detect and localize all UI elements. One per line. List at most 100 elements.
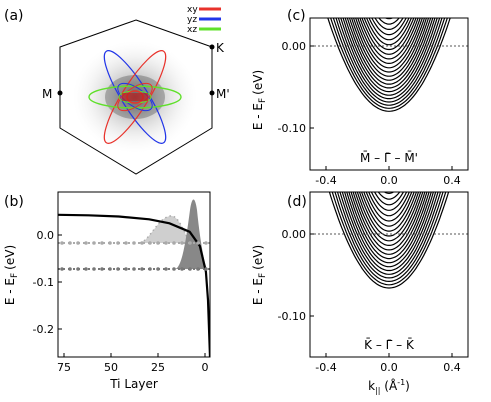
d-xtick-label-2: 0.4 — [443, 361, 461, 374]
subband-line — [332, 18, 446, 106]
subband-line — [378, 18, 400, 25]
subband-line — [342, 18, 436, 93]
panel-b-frame — [57, 191, 211, 358]
subband-line — [374, 18, 404, 31]
subband-line — [356, 192, 422, 242]
density-marker — [108, 241, 112, 245]
subband-line — [310, 0, 468, 13]
density-marker — [204, 241, 208, 245]
legend-xy-label: xy — [187, 5, 198, 15]
density-marker — [84, 267, 88, 271]
subband-line — [358, 192, 420, 237]
panel-c: (c) 0.00 -0.10 -0.4 0.0 0.4 M̄ – Γ̄ – M̄… — [251, 0, 469, 187]
subband-line — [339, 192, 439, 275]
panel-c-bands — [310, 0, 468, 112]
c-xtick-label-1: 0.0 — [380, 174, 398, 187]
density-marker — [68, 241, 72, 245]
d-xtick-label-1: 0.0 — [380, 361, 398, 374]
density-marker — [180, 267, 184, 271]
density-marker — [92, 241, 96, 245]
subband-line — [350, 18, 428, 77]
c-ytick-label-0: 0.00 — [282, 40, 307, 53]
density-marker — [108, 267, 112, 271]
subband-line — [343, 192, 435, 268]
subband-line — [348, 18, 430, 81]
subband-line — [346, 192, 432, 264]
density-marker — [124, 241, 128, 245]
d-ytick-label-0: 0.00 — [282, 228, 307, 241]
density-marker — [180, 241, 184, 245]
density-marker — [140, 267, 144, 271]
m-point-label: M — [42, 87, 52, 101]
subband-line — [361, 18, 417, 55]
c-path-label: M̄ – Γ̄ – M̄' — [360, 151, 418, 165]
density-marker — [60, 241, 64, 245]
center-density — [122, 93, 148, 101]
subband-line — [346, 18, 432, 85]
subband-line — [384, 18, 394, 20]
density-marker — [188, 241, 192, 245]
b-xtick-label-3: 0 — [202, 361, 209, 374]
density-marker — [156, 241, 160, 245]
subband-line — [337, 18, 441, 100]
subband-line — [383, 192, 395, 195]
xz-density-line — [139, 215, 191, 244]
subband-line — [354, 192, 424, 247]
b-ytick-label-2: -0.2 — [33, 323, 54, 336]
subband-line — [350, 192, 428, 255]
density-marker — [124, 267, 128, 271]
c-xtick-label-0: -0.4 — [315, 174, 336, 187]
k-point-label: K — [216, 41, 225, 55]
panel-b-label: (b) — [4, 194, 24, 210]
density-marker — [60, 267, 64, 271]
density-marker — [204, 267, 208, 271]
potential-curve — [58, 213, 210, 357]
subband-line — [330, 18, 448, 109]
b-xtick-label-1: 50 — [104, 361, 118, 374]
panel-b: (b) 0.0 -0.1 -0.2 75 50 25 0 Ti Layer E … — [3, 191, 211, 391]
density-marker — [148, 241, 152, 245]
subband-line — [310, 0, 468, 2]
subband-line — [328, 192, 450, 289]
yz-contour-inner — [117, 82, 153, 112]
density-marker — [164, 241, 168, 245]
subband-line — [310, 0, 468, 7]
b-ylabel: E - EF(eV) — [3, 245, 20, 305]
panel-a-label: (a) — [4, 8, 24, 24]
density-marker — [196, 267, 200, 271]
subband-line — [344, 18, 434, 89]
panel-c-frame — [309, 17, 469, 171]
b-xtick-label-0: 75 — [57, 361, 71, 374]
b-xtick-label-2: 25 — [151, 361, 165, 374]
xy-contour-outer — [103, 50, 167, 144]
subband-line — [336, 192, 442, 279]
subband-line — [377, 192, 401, 200]
b-xlabel: Ti Layer — [109, 377, 158, 391]
subband-line — [363, 18, 415, 51]
density-marker — [172, 267, 176, 271]
subband-line — [361, 192, 417, 232]
subband-line — [327, 18, 451, 112]
density-marker — [132, 267, 136, 271]
m-prime-point-label: M' — [216, 87, 230, 101]
subband-line — [341, 192, 437, 272]
b-ytick-label-1: -0.1 — [33, 276, 54, 289]
density-marker — [92, 267, 96, 271]
density-marker — [76, 267, 80, 271]
subband-line — [331, 192, 447, 286]
density-marker — [188, 267, 192, 271]
subband-line — [355, 18, 423, 69]
panel-c-label: (c) — [287, 8, 306, 24]
d-ytick-label-1: -0.10 — [278, 310, 306, 323]
orbital-legend: xy yz xz — [187, 5, 221, 35]
subband-line — [370, 192, 408, 211]
subband-line — [363, 192, 415, 227]
subband-line — [371, 18, 407, 36]
density-marker — [84, 241, 88, 245]
subband-line — [334, 192, 444, 283]
yz-contour-outer — [103, 50, 167, 144]
subband-line — [340, 18, 438, 96]
c-ytick-label-1: -0.10 — [278, 122, 306, 135]
subband-line — [365, 192, 413, 222]
